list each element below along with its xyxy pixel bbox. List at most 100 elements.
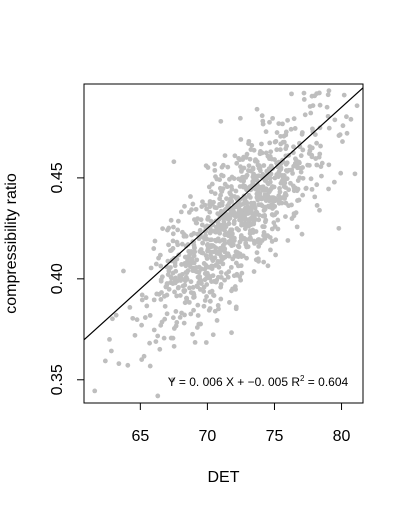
data-point (139, 322, 144, 328)
data-point (324, 104, 330, 110)
data-point (177, 273, 183, 279)
data-point (232, 194, 237, 199)
data-point (294, 163, 300, 169)
data-point (300, 175, 306, 181)
data-point (277, 189, 283, 195)
data-point (240, 211, 245, 217)
data-point (259, 113, 265, 119)
y-tick-label: 0.40 (49, 263, 66, 294)
regression-equation-superscript: 2 (300, 374, 305, 383)
regression-equation-main: Y = 0. 006 X + −0. 005 R (168, 375, 301, 389)
data-point (210, 273, 216, 279)
data-point (206, 184, 212, 190)
data-point (276, 170, 282, 176)
data-point (263, 204, 268, 210)
data-point (161, 335, 167, 341)
data-point (237, 115, 243, 121)
data-point (241, 201, 247, 206)
data-point (224, 232, 230, 238)
data-point (173, 309, 179, 314)
data-point (233, 188, 239, 194)
data-point (202, 298, 208, 303)
data-point (318, 143, 323, 149)
data-point (222, 277, 227, 283)
data-point (215, 303, 221, 308)
data-point (234, 160, 240, 166)
data-point (180, 229, 185, 235)
data-point (134, 317, 140, 323)
data-point (228, 211, 234, 216)
data-point (299, 131, 305, 137)
data-point (174, 293, 180, 299)
data-point (269, 156, 275, 162)
data-point (231, 218, 237, 224)
data-point (217, 238, 223, 244)
data-point (224, 271, 229, 277)
data-point (244, 172, 250, 178)
data-point (260, 172, 266, 177)
data-point (274, 130, 280, 135)
data-point (291, 116, 297, 122)
data-point (233, 249, 239, 255)
data-point (229, 330, 234, 336)
data-point (212, 237, 218, 243)
data-point (239, 174, 245, 180)
data-point (283, 161, 289, 167)
data-point (202, 202, 208, 208)
data-point (279, 178, 285, 184)
data-point (211, 292, 216, 298)
data-point (203, 340, 209, 345)
data-point (195, 302, 201, 308)
data-point (212, 191, 218, 197)
data-point (269, 239, 275, 244)
data-point (314, 203, 320, 208)
data-point (238, 137, 244, 142)
data-point (203, 271, 209, 277)
data-point (299, 231, 305, 237)
data-point (220, 261, 226, 267)
data-point (211, 199, 216, 205)
data-point (348, 116, 354, 122)
data-point (239, 270, 245, 276)
data-point (263, 150, 269, 156)
data-point (282, 193, 288, 199)
data-point (273, 237, 279, 243)
x-axis-label: DET (208, 469, 240, 486)
data-point (219, 188, 224, 194)
data-point (269, 226, 275, 232)
data-point (220, 199, 225, 205)
data-point (158, 278, 164, 284)
data-point (230, 286, 236, 292)
data-point (259, 141, 264, 147)
data-point (218, 296, 224, 302)
data-point (273, 252, 278, 258)
data-point (216, 259, 222, 265)
data-point (177, 315, 183, 320)
data-point (176, 284, 181, 290)
data-point (250, 178, 256, 184)
data-point (234, 272, 239, 278)
data-point (307, 104, 313, 109)
data-point (326, 88, 332, 94)
data-point (148, 265, 154, 271)
data-point (267, 119, 272, 125)
data-point (198, 247, 204, 252)
data-point (317, 207, 322, 213)
data-point (139, 357, 145, 362)
data-point (171, 343, 177, 349)
data-point (182, 203, 187, 209)
data-point (247, 156, 253, 162)
data-point (289, 91, 294, 97)
data-point (240, 253, 246, 259)
data-point (338, 170, 344, 176)
data-point (220, 162, 226, 168)
data-point (198, 321, 203, 327)
data-point (231, 235, 237, 241)
data-point (259, 150, 265, 156)
data-point (207, 264, 213, 270)
data-point (218, 118, 224, 124)
data-point (312, 194, 318, 200)
data-point (204, 206, 210, 212)
data-point (235, 243, 241, 249)
data-point (293, 210, 299, 216)
